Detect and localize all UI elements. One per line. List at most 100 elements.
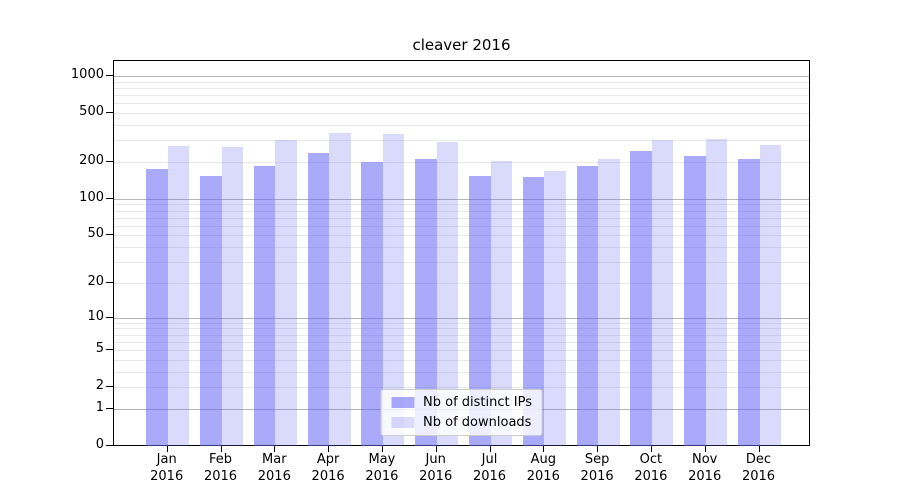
minor-gridline (114, 282, 809, 284)
bar-distinct-ips (361, 162, 383, 446)
x-tick-label: Nov 2016 (688, 452, 722, 484)
minor-gridline (114, 350, 809, 352)
bar-distinct-ips (415, 159, 437, 446)
y-tick-label: 0 (95, 437, 104, 452)
bar-downloads (651, 140, 674, 446)
y-tick-label: 1 (95, 399, 104, 415)
x-tick-mark (758, 446, 760, 452)
minor-gridline (114, 210, 809, 212)
minor-gridline (114, 225, 809, 227)
x-tick-label: Apr 2016 (311, 452, 345, 484)
y-tick-mark (106, 445, 113, 446)
minor-gridline (114, 247, 809, 249)
bar-downloads (705, 138, 728, 446)
y-tick-label: 5 (95, 341, 104, 357)
bar-downloads (382, 133, 405, 446)
minor-gridline (114, 235, 809, 237)
bar-downloads (221, 147, 243, 446)
y-tick-mark (106, 112, 113, 114)
minor-gridline (114, 204, 809, 206)
bar-distinct-ips (576, 166, 599, 446)
y-tick-mark (106, 349, 113, 351)
minor-gridline (114, 81, 809, 83)
bar-distinct-ips (469, 175, 491, 446)
y-tick-mark (106, 281, 113, 283)
x-tick-mark (543, 446, 545, 452)
y-tick-label: 2 (95, 378, 104, 394)
bar-distinct-ips (307, 153, 330, 446)
x-tick-mark (381, 446, 383, 452)
y-tick-label: 200 (79, 153, 104, 169)
x-tick-mark (704, 446, 706, 452)
x-tick-label: Jul 2016 (472, 452, 507, 484)
x-tick-mark (597, 446, 599, 452)
x-tick-label: Jun 2016 (419, 452, 453, 484)
bar-distinct-ips (146, 169, 168, 446)
y-tick-label: 100 (79, 189, 104, 205)
y-tick-mark (106, 197, 113, 199)
bar-downloads (544, 170, 566, 446)
minor-gridline (114, 140, 809, 142)
major-gridline (114, 198, 809, 200)
minor-gridline (114, 328, 809, 330)
x-tick-mark (435, 446, 437, 452)
x-tick-label: Feb 2016 (203, 452, 238, 484)
minor-gridline (114, 334, 809, 336)
bar-downloads (598, 159, 620, 446)
minor-gridline (114, 359, 809, 361)
bar-distinct-ips (253, 166, 276, 446)
x-tick-mark (220, 446, 222, 452)
chart-title: cleaver 2016 (412, 36, 511, 54)
legend-row-distinct-ips: Nb of distinct IPs (391, 395, 532, 410)
bar-distinct-ips (522, 177, 545, 446)
minor-gridline (114, 103, 809, 105)
y-tick-mark (106, 386, 113, 388)
bar-downloads (490, 160, 512, 446)
x-tick-label: Dec 2016 (741, 452, 776, 484)
y-tick-label: 500 (79, 104, 104, 120)
minor-gridline (114, 217, 809, 219)
minor-gridline (114, 113, 809, 115)
legend-row-downloads: Nb of downloads (391, 415, 532, 430)
legend-label-distinct-ips: Nb of distinct IPs (423, 395, 532, 410)
y-tick-mark (106, 407, 113, 409)
x-tick-label: Mar 2016 (257, 452, 291, 484)
bar-distinct-ips (630, 151, 652, 446)
x-tick-label: Jan 2016 (150, 452, 184, 484)
bar-distinct-ips (738, 159, 760, 446)
x-tick-mark (328, 446, 330, 452)
major-gridline (114, 317, 809, 319)
minor-gridline (114, 262, 809, 264)
bar-downloads (759, 145, 781, 446)
legend-swatch-downloads (391, 417, 415, 428)
y-tick-mark (106, 161, 113, 163)
minor-gridline (114, 387, 809, 389)
bar-downloads (275, 139, 297, 446)
y-tick-mark (106, 75, 113, 77)
minor-gridline (114, 125, 809, 127)
y-tick-label: 1000 (70, 67, 104, 83)
y-tick-mark (106, 234, 113, 236)
y-tick-label: 10 (87, 308, 104, 324)
plot-area: Nb of distinct IPs Nb of downloads (113, 60, 810, 446)
y-tick-label: 50 (87, 226, 104, 242)
major-gridline (114, 76, 809, 78)
x-tick-mark (650, 446, 652, 452)
x-tick-label: May 2016 (365, 452, 399, 484)
bar-downloads (329, 132, 351, 446)
bar-downloads (167, 146, 190, 446)
legend-swatch-distinct-ips (391, 397, 415, 408)
bar-downloads (436, 142, 459, 446)
x-tick-label: Sep 2016 (580, 452, 614, 484)
x-tick-label: Oct 2016 (634, 452, 668, 484)
bar-distinct-ips (684, 155, 706, 446)
x-tick-label: Aug 2016 (526, 452, 560, 484)
bar-distinct-ips (200, 175, 222, 446)
legend: Nb of distinct IPs Nb of downloads (380, 389, 543, 436)
minor-gridline (114, 162, 809, 164)
minor-gridline (114, 341, 809, 343)
minor-gridline (114, 95, 809, 97)
x-tick-mark (274, 446, 276, 452)
y-tick-label: 20 (87, 273, 104, 289)
